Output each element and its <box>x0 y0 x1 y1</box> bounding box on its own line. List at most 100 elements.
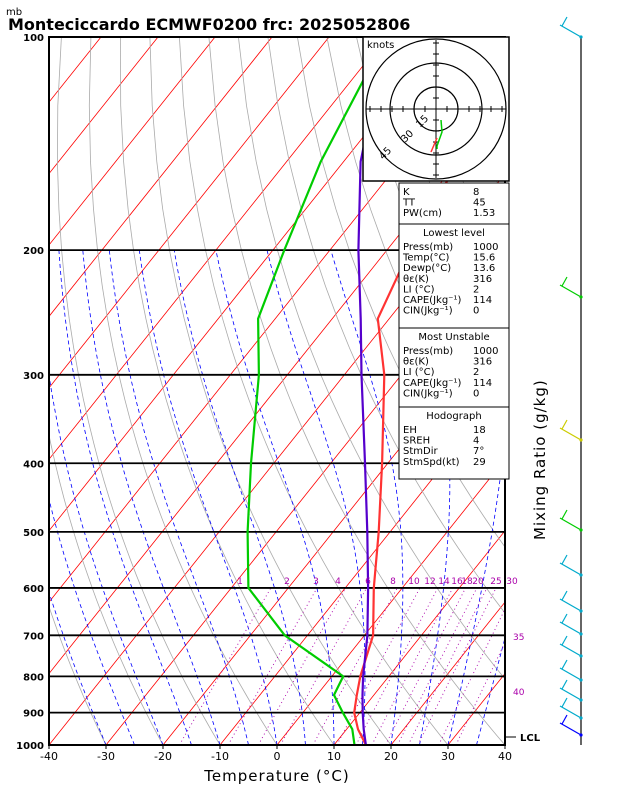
moist-adiabat <box>215 250 335 745</box>
mixing-ratio-line <box>355 587 439 745</box>
stat-label: Dewp(°C) <box>403 263 451 274</box>
mixing-ratio-label: 30 <box>506 577 518 587</box>
stat-label: Press(mb) <box>403 346 453 357</box>
y-tick-label: 100 <box>23 33 44 44</box>
mixing-ratio-axis-label: Mixing Ratio (g/kg) <box>531 379 549 540</box>
wind-barb <box>559 24 582 38</box>
wind-barb-flag <box>561 697 568 708</box>
stat-value: 45 <box>473 198 486 209</box>
mixing-ratio-line <box>280 587 367 745</box>
isotherm-line <box>49 37 102 103</box>
axis-ticks <box>48 745 506 749</box>
stat-value: 316 <box>473 357 492 368</box>
wind-barb <box>559 598 582 612</box>
isotherm-line <box>49 37 444 532</box>
stat-value: 114 <box>473 378 492 389</box>
wind-barb <box>559 687 582 701</box>
wind-barb-flag <box>561 590 568 601</box>
y-tick-label: 800 <box>23 672 44 683</box>
wind-barb-dot <box>579 295 583 299</box>
side-label: 40 <box>513 688 525 698</box>
moist-adiabat <box>49 590 107 745</box>
stat-label: Press(mb) <box>403 242 453 253</box>
hodograph-unit: knots <box>367 40 394 51</box>
x-tick-label: 30 <box>441 750 455 763</box>
side-label: 35 <box>513 633 524 643</box>
stat-label: θε(K) <box>403 274 429 285</box>
stat-value: 13.6 <box>473 263 495 274</box>
moist-adiabat <box>108 250 249 745</box>
moist-adiabat <box>58 250 192 745</box>
stat-label: K <box>403 187 410 198</box>
x-tick-label: -10 <box>211 750 229 763</box>
mixing-ratio-label: 4 <box>335 577 341 587</box>
x-tick-label: 10 <box>327 750 341 763</box>
wind-barb-flag <box>561 714 568 725</box>
mixing-ratio-label: 18 <box>461 577 473 587</box>
wind-barb-flag <box>561 509 568 520</box>
isotherm-line <box>49 37 387 460</box>
x-tick-label: -20 <box>154 750 172 763</box>
parcel-profile <box>357 37 388 745</box>
wind-column <box>559 16 583 745</box>
wind-barb <box>559 621 582 635</box>
dewpoint-profile <box>246 37 387 745</box>
hodograph-stats-box-header: Hodograph <box>426 411 481 422</box>
stat-value: 114 <box>473 295 492 306</box>
dry-adiabat <box>120 37 335 745</box>
stat-label: StmSpd(kt) <box>403 457 460 468</box>
index-box <box>398 182 510 225</box>
mixing-ratio-line <box>179 587 272 745</box>
moist-adiabat <box>266 250 366 745</box>
stat-value: 2 <box>473 367 479 378</box>
dry-adiabat <box>238 37 505 680</box>
mixing-ratio-label: 16 <box>451 577 463 587</box>
mixing-ratio-line <box>227 587 318 745</box>
stat-value: 1000 <box>473 346 498 357</box>
wind-barb-dot <box>579 654 583 658</box>
y-tick-label: 900 <box>23 709 44 720</box>
lowest-level-box-header: Lowest level <box>423 228 485 239</box>
hodograph-stats-box <box>398 406 510 480</box>
moist-adiabat <box>409 249 451 745</box>
stat-label: θε(K) <box>403 357 429 368</box>
wind-barb-dot <box>579 528 583 532</box>
stat-value: 316 <box>473 274 492 285</box>
storm-motion-vector <box>430 137 438 153</box>
wind-barb-dot <box>579 35 583 39</box>
isotherm-line <box>333 530 505 745</box>
stat-label: CIN(Jkg⁻¹) <box>403 388 453 399</box>
y-tick-label: 1000 <box>16 741 44 752</box>
wind-barb <box>559 427 582 441</box>
dry-adiabat <box>149 37 392 745</box>
wind-barb-flag <box>561 16 568 27</box>
stat-value: 29 <box>473 457 486 468</box>
stat-label: CAPE(Jkg⁻¹) <box>403 378 461 389</box>
x-tick-label: 40 <box>498 750 512 763</box>
pressure-unit: mb <box>6 7 22 18</box>
wind-barb-flag <box>561 659 568 670</box>
chart-title: Monteciccardo ECMWF0200 frc: 2025052806 <box>8 15 410 34</box>
dry-adiabat <box>49 433 164 745</box>
most-unstable-box-header: Most Unstable <box>418 332 489 343</box>
isotherm-line <box>49 172 505 745</box>
x-tick-label: 0 <box>274 750 281 763</box>
stat-value: 7° <box>473 446 484 457</box>
isotherm-line <box>49 37 501 603</box>
mixing-ratio-label: 20 <box>472 577 484 587</box>
y-tick-label: 300 <box>23 371 44 382</box>
stat-label: LI (°C) <box>403 367 435 378</box>
stat-label: EH <box>403 425 417 436</box>
mixing-ratio-label: 6 <box>365 577 371 587</box>
stat-label: TT <box>402 198 416 209</box>
isotherm-line <box>49 101 505 675</box>
mixing-ratio-line <box>407 587 488 745</box>
wind-barb-dot <box>579 609 583 613</box>
stat-value: 1.53 <box>473 208 495 219</box>
mixing-ratio-label: 8 <box>390 577 396 587</box>
dry-adiabat <box>179 37 449 745</box>
x-tick-label: 20 <box>384 750 398 763</box>
wind-barb-flag <box>561 276 568 287</box>
